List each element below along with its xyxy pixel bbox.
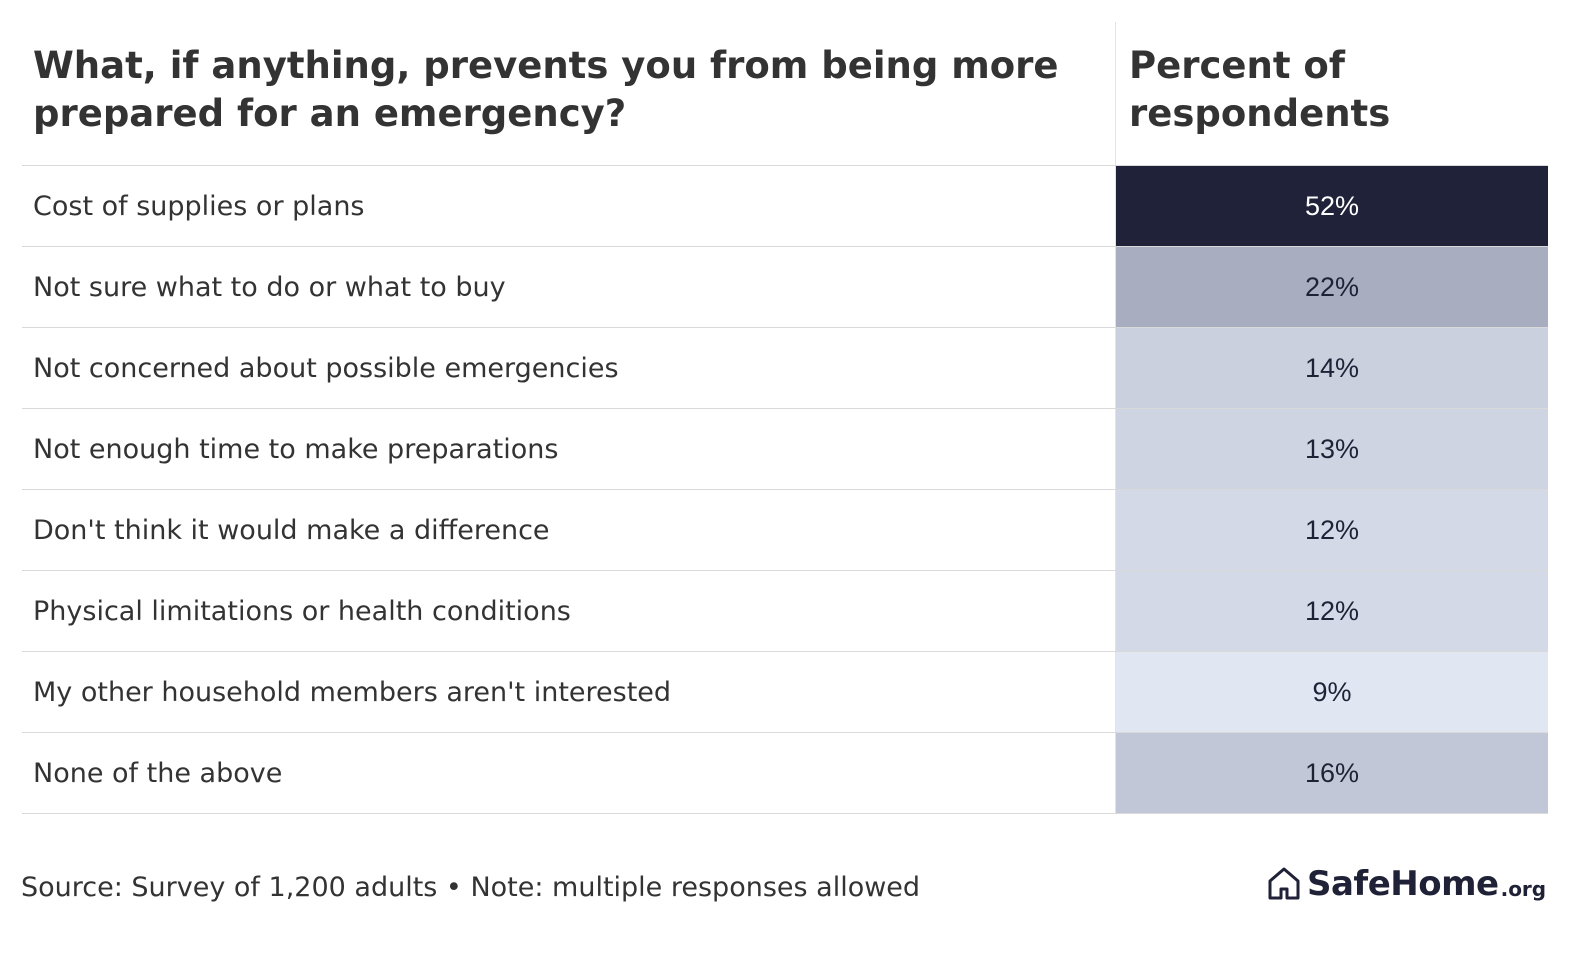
table-row: Not enough time to make preparations 13% (22, 409, 1548, 490)
table-row: Physical limitations or health condition… (22, 571, 1548, 652)
data-table: What, if anything, prevents you from bei… (22, 22, 1548, 814)
row-label: Not sure what to do or what to buy (33, 271, 506, 303)
value-cell: 12% (1115, 571, 1548, 651)
safehome-logo: SafeHome .org (1265, 864, 1546, 904)
logo-suffix: .org (1500, 877, 1547, 901)
row-label: My other household members aren't intere… (33, 676, 672, 708)
table-body: Cost of supplies or plans 52% Not sure wha… (22, 166, 1548, 814)
table-row: Not concerned about possible emergencies… (22, 328, 1548, 409)
value-cell: 52% (1115, 166, 1548, 246)
table-row: None of the above 16% (22, 733, 1548, 814)
source-note: Source: Survey of 1,200 adults • Note: m… (21, 872, 921, 903)
value-cell: 14% (1115, 328, 1548, 408)
table-row: My other household members aren't intere… (22, 652, 1548, 733)
row-label: Not enough time to make preparations (33, 433, 559, 465)
value-cell: 13% (1115, 409, 1548, 489)
percent-column-header: Percent of respondents (1115, 22, 1548, 165)
logo-name: SafeHome (1307, 864, 1499, 904)
row-label: Physical limitations or health condition… (33, 595, 571, 627)
row-label: Not concerned about possible emergencies (33, 352, 619, 384)
table-row: Don't think it would make a difference 12… (22, 490, 1548, 571)
house-icon (1268, 867, 1300, 900)
table-row: Cost of supplies or plans 52% (22, 166, 1548, 247)
value-cell: 12% (1115, 490, 1548, 570)
table-row: Not sure what to do or what to buy 22% (22, 247, 1548, 328)
value-cell: 16% (1115, 733, 1548, 813)
question-column-header: What, if anything, prevents you from bei… (33, 44, 1059, 135)
row-label: None of the above (33, 757, 283, 789)
value-cell: 9% (1115, 652, 1548, 732)
value-cell: 22% (1115, 247, 1548, 327)
table-header-row: What, if anything, prevents you from bei… (22, 22, 1548, 166)
row-label: Cost of supplies or plans (33, 190, 365, 222)
row-label: Don't think it would make a difference (33, 514, 550, 546)
